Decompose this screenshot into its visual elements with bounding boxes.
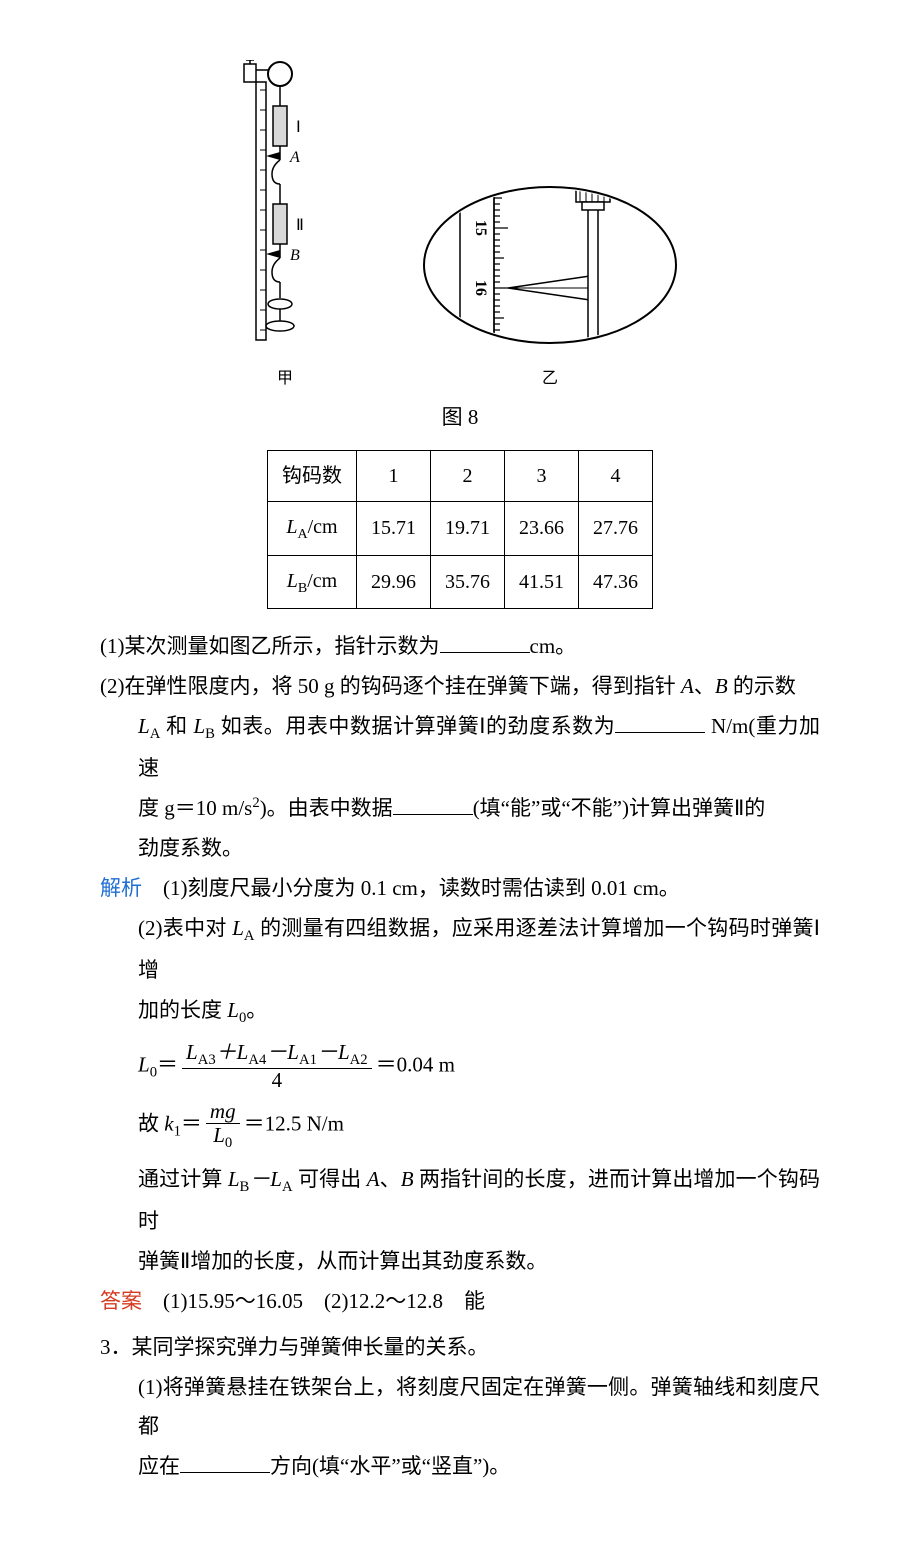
table-cell-label: LB/cm xyxy=(268,555,357,609)
analysis-p2d: 。 xyxy=(246,998,267,1022)
q2-l2b: 如表。用表中数据计算弹簧Ⅰ的劲度系数为 xyxy=(215,714,615,738)
analysis-p1: (1)刻度尺最小分度为 0.1 cm，读数时需估读到 0.01 cm。 xyxy=(142,876,680,900)
q2-sup2: 2 xyxy=(252,795,259,811)
question-3: 3．某同学探究弹力与弹簧伸长量的关系。 (1)将弹簧悬挂在铁架台上，将刻度尺固定… xyxy=(100,1328,820,1488)
analysis-p3d: 弹簧Ⅱ增加的长度，从而计算出其劲度系数。 xyxy=(138,1242,820,1282)
q3-p1a: (1)将弹簧悬挂在铁架台上，将刻度尺固定在弹簧一侧。弹簧轴线和刻度尺都 xyxy=(138,1375,820,1439)
analysis-block: 解析 (1)刻度尺最小分度为 0.1 cm，读数时需估读到 0.01 cm。 (… xyxy=(100,869,820,1282)
q1-blank xyxy=(440,629,530,653)
answer-text: (1)15.95～16.05 (2)12.2～12.8 能 xyxy=(142,1289,485,1313)
ruler-tick-16: 16 xyxy=(472,280,489,296)
apparatus-right-svg: 15 16 xyxy=(420,180,680,350)
q1-prefix: (1)某次测量如图乙所示，指针示数为 xyxy=(100,634,440,658)
table-row: LB/cm 29.96 35.76 41.51 47.36 xyxy=(268,555,653,609)
q2-l1b: 的示数 xyxy=(728,674,796,698)
q2-B: B xyxy=(715,674,728,698)
pointerB-label: B xyxy=(290,247,300,264)
analysis-p3a: 通过计算 xyxy=(138,1167,228,1191)
q2-l3c: (填“能”或“不能”)计算出弹簧Ⅱ的 xyxy=(473,796,766,820)
table-cell-label: LA/cm xyxy=(268,502,357,556)
analysis-LA: LA xyxy=(232,916,254,940)
figure-caption: 图 8 xyxy=(100,398,820,438)
table-row: LA/cm 15.71 19.71 23.66 27.76 xyxy=(268,502,653,556)
figure-left: Ⅰ A Ⅱ B 甲 xyxy=(240,60,330,394)
table-cell: 29.96 xyxy=(357,555,431,609)
table-header-cell: 3 xyxy=(505,451,579,502)
equation-1: L0＝LA3＋LA4－LA1－LA24＝0.04 m xyxy=(138,1041,820,1092)
table-cell: 23.66 xyxy=(505,502,579,556)
analysis-L0: L0 xyxy=(227,998,246,1022)
eq2-rhs: ＝12.5 N/m xyxy=(244,1112,344,1136)
analysis-p3b: 可得出 xyxy=(293,1167,367,1191)
analysis-AB: A xyxy=(367,1167,380,1191)
equation-2: 故 k1＝mgL0＝12.5 N/m xyxy=(138,1100,820,1151)
q2-l2a: 和 xyxy=(160,714,193,738)
table-cell: 41.51 xyxy=(505,555,579,609)
q2-l4: 劲度系数。 xyxy=(138,829,820,869)
q2-l3b: )。由表中数据 xyxy=(260,796,393,820)
q2-LA: LA xyxy=(138,714,160,738)
table-header-row: 钩码数 1 2 3 4 xyxy=(268,451,653,502)
table-header-cell: 1 xyxy=(357,451,431,502)
q2-blank1 xyxy=(615,709,705,733)
figure-right: 15 16 乙 xyxy=(420,180,680,394)
q2-blank2 xyxy=(393,791,473,815)
data-table: 钩码数 1 2 3 4 LA/cm 15.71 19.71 23.66 27.7… xyxy=(267,450,653,609)
eq1-rhs: ＝0.04 m xyxy=(376,1052,455,1076)
spring2-label: Ⅱ xyxy=(296,217,304,234)
table-cell: 27.76 xyxy=(579,502,653,556)
question-2: (2)在弹性限度内，将 50 g 的钩码逐个挂在弹簧下端，得到指针 A、B 的示… xyxy=(100,667,820,869)
analysis-LBmLA: LB－LA xyxy=(228,1167,293,1191)
q1-suffix: cm。 xyxy=(530,634,577,658)
figure-left-label: 甲 xyxy=(240,364,330,394)
pointerA-label: A xyxy=(289,149,300,166)
table-cell: 47.36 xyxy=(579,555,653,609)
q2-LB: LB xyxy=(193,714,214,738)
apparatus-left-svg: Ⅰ A Ⅱ B xyxy=(240,60,330,350)
table-cell: 19.71 xyxy=(431,502,505,556)
analysis-label: 解析 xyxy=(100,877,142,900)
figure-right-label: 乙 xyxy=(420,364,680,394)
eq2-pre: 故 xyxy=(138,1112,164,1136)
table-cell: 35.76 xyxy=(431,555,505,609)
analysis-p2a: (2)表中对 xyxy=(138,916,232,940)
q2-A: A xyxy=(681,674,694,698)
table-cell: 15.71 xyxy=(357,502,431,556)
table-header-cell: 钩码数 xyxy=(268,451,357,502)
ruler-tick-15: 15 xyxy=(472,220,489,236)
figure-row: Ⅰ A Ⅱ B 甲 xyxy=(100,60,820,394)
q3-blank xyxy=(180,1449,270,1473)
table-header-cell: 4 xyxy=(579,451,653,502)
q3-p1b: 应在 xyxy=(138,1454,180,1478)
table-header-cell: 2 xyxy=(431,451,505,502)
spring1-label: Ⅰ xyxy=(296,119,301,136)
q3-p1c: 方向(填“水平”或“竖直”)。 xyxy=(270,1454,510,1478)
q3-title: 某同学探究弹力与弹簧伸长量的关系。 xyxy=(132,1335,489,1359)
q2-l3a: 度 g＝10 m/s xyxy=(138,796,252,820)
q2-l1a: (2)在弹性限度内，将 50 g 的钩码逐个挂在弹簧下端，得到指针 xyxy=(100,674,681,698)
q3-num: 3． xyxy=(100,1335,132,1359)
answer-label: 答案 xyxy=(100,1290,142,1313)
analysis-p2c: 加的长度 xyxy=(138,998,227,1022)
question-1: (1)某次测量如图乙所示，指针示数为 cm。 xyxy=(100,627,820,667)
